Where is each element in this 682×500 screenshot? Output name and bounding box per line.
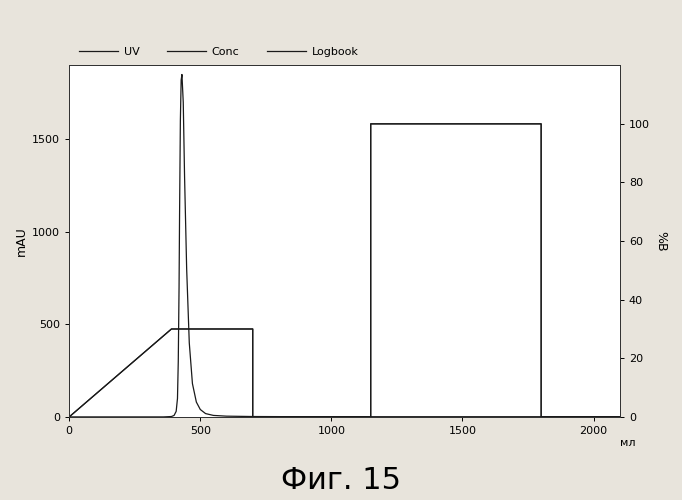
Line: Logbook: Logbook — [69, 124, 620, 417]
Text: Фиг. 15: Фиг. 15 — [281, 466, 401, 495]
Y-axis label: mAU: mAU — [15, 226, 28, 256]
UV — [183, 266, 191, 272]
Conc — [167, 326, 175, 332]
Y-axis label: %B: %B — [654, 231, 667, 252]
UV — [616, 414, 624, 420]
UV — [174, 358, 182, 364]
UV — [104, 414, 113, 420]
Logbook — [616, 414, 624, 420]
UV — [222, 413, 231, 419]
UV — [186, 340, 194, 346]
UV — [177, 77, 186, 83]
UV — [192, 399, 201, 405]
UV — [188, 380, 196, 386]
UV — [172, 408, 180, 414]
UV — [176, 118, 184, 124]
UV — [178, 72, 186, 78]
Line: Conc: Conc — [69, 124, 620, 417]
UV — [181, 174, 189, 180]
Conc — [249, 326, 257, 332]
UV — [196, 406, 205, 412]
Line: UV: UV — [69, 74, 620, 417]
Conc — [249, 414, 257, 420]
UV — [167, 414, 175, 420]
Logbook — [367, 121, 375, 127]
Conc — [537, 121, 545, 127]
UV — [170, 412, 178, 418]
Conc — [537, 414, 545, 420]
Logbook — [367, 414, 375, 420]
UV — [201, 410, 209, 416]
UV — [537, 414, 545, 420]
Logbook — [167, 326, 175, 332]
UV — [138, 414, 147, 420]
UV — [65, 414, 73, 420]
Logbook — [249, 414, 257, 420]
UV — [173, 396, 181, 402]
Legend: UV, Conc, Logbook: UV, Conc, Logbook — [75, 42, 363, 62]
UV — [209, 412, 218, 418]
Conc — [367, 121, 375, 127]
UV — [249, 414, 257, 420]
UV — [78, 414, 87, 420]
Conc — [367, 414, 375, 420]
Logbook — [537, 121, 545, 127]
UV — [175, 284, 183, 290]
Conc — [65, 414, 73, 420]
UV — [380, 414, 388, 420]
Logbook — [65, 414, 73, 420]
Conc — [616, 414, 624, 420]
UV — [175, 210, 183, 216]
Logbook — [249, 326, 257, 332]
UV — [179, 100, 188, 105]
UV — [160, 414, 168, 420]
Text: мл: мл — [620, 438, 636, 448]
Logbook — [537, 414, 545, 420]
UV — [301, 414, 309, 420]
